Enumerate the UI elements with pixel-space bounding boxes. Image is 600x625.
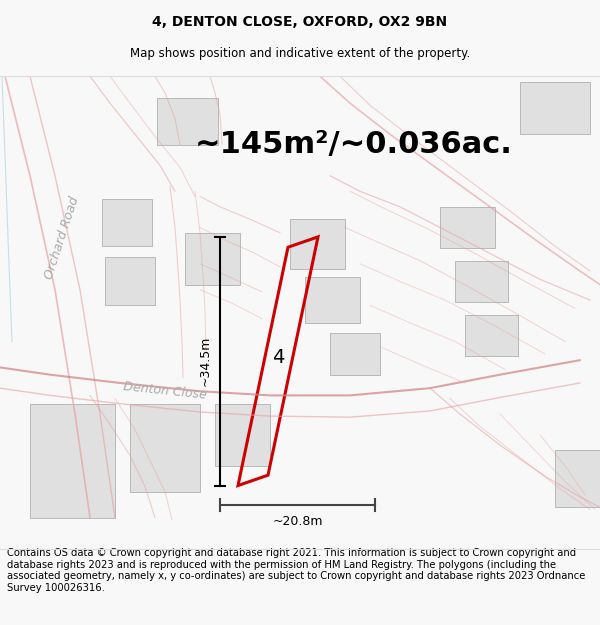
Polygon shape [440, 207, 495, 248]
Text: ~34.5m: ~34.5m [199, 336, 212, 386]
Polygon shape [305, 278, 360, 323]
Text: Map shows position and indicative extent of the property.: Map shows position and indicative extent… [130, 48, 470, 60]
Text: Contains OS data © Crown copyright and database right 2021. This information is : Contains OS data © Crown copyright and d… [7, 548, 586, 593]
Polygon shape [465, 314, 518, 356]
Polygon shape [290, 219, 345, 269]
Polygon shape [105, 256, 155, 305]
Polygon shape [130, 404, 200, 492]
Polygon shape [520, 82, 590, 134]
Text: ~145m²/~0.036ac.: ~145m²/~0.036ac. [195, 130, 513, 159]
Polygon shape [30, 404, 115, 518]
Polygon shape [102, 199, 152, 246]
Polygon shape [157, 98, 218, 144]
Text: 4, DENTON CLOSE, OXFORD, OX2 9BN: 4, DENTON CLOSE, OXFORD, OX2 9BN [152, 15, 448, 29]
Polygon shape [185, 232, 240, 284]
Polygon shape [555, 450, 600, 508]
Text: Denton Close: Denton Close [122, 381, 208, 402]
Text: 4: 4 [272, 348, 284, 366]
Polygon shape [330, 333, 380, 374]
Polygon shape [215, 404, 270, 466]
Polygon shape [455, 261, 508, 302]
Text: ~20.8m: ~20.8m [272, 515, 323, 528]
Text: Orchard Road: Orchard Road [43, 195, 82, 281]
